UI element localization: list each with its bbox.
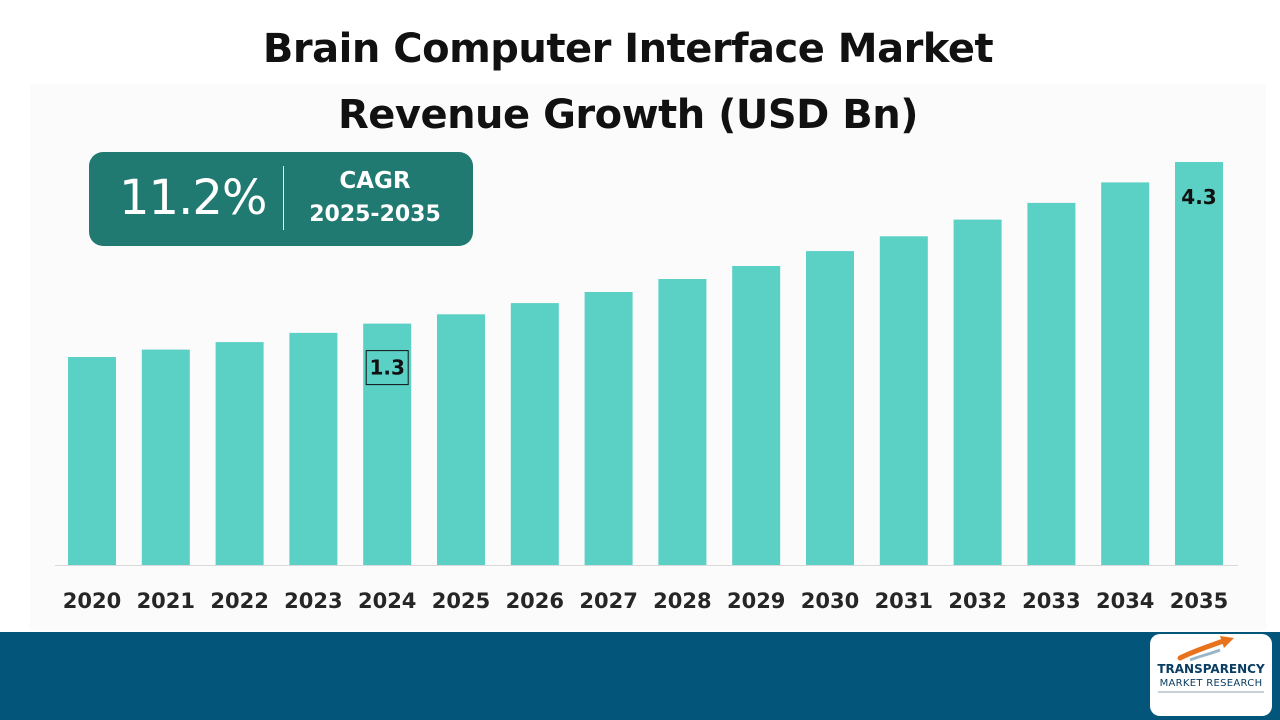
bar-2024 <box>363 323 412 565</box>
data-label-box-2024 <box>365 350 409 386</box>
brand-name-line1: TRANSPARENCY <box>1157 662 1265 676</box>
x-tick-label-2034: 2034 <box>1096 589 1154 613</box>
upward-arrow-logo-icon <box>1177 636 1234 662</box>
bar-2020 <box>68 357 116 565</box>
bar-2023 <box>289 332 338 565</box>
x-tick-label-2025: 2025 <box>432 589 490 613</box>
bar-2030 <box>806 251 854 565</box>
cagr-label: CAGR <box>339 168 411 194</box>
footer-band <box>0 632 1280 720</box>
bar-2022 <box>215 342 264 565</box>
x-tick-label-2020: 2020 <box>63 589 121 613</box>
bar-2035 <box>1175 162 1223 565</box>
x-tick-label-2024: 2024 <box>358 589 416 613</box>
x-tick-label-2027: 2027 <box>579 589 637 613</box>
bar-2028 <box>658 279 707 565</box>
bar-2033 <box>1027 202 1076 565</box>
x-tick-label-2023: 2023 <box>284 589 342 613</box>
x-tick-label-2030: 2030 <box>801 589 859 613</box>
x-tick-label-2035: 2035 <box>1170 589 1228 613</box>
brand-name-line2: MARKET RESEARCH <box>1159 678 1263 689</box>
data-label-2024: 1.3 <box>369 356 404 380</box>
bar-2027 <box>584 292 633 565</box>
x-tick-label-2033: 2033 <box>1022 589 1080 613</box>
brand-logo: TRANSPARENCY MARKET RESEARCH <box>1150 634 1272 716</box>
x-tick-label-2032: 2032 <box>948 589 1006 613</box>
chart-title-line1: Brain Computer Interface Market <box>262 26 994 72</box>
x-tick-label-2026: 2026 <box>506 589 564 613</box>
x-tick-label-2021: 2021 <box>137 589 195 613</box>
chart-title-line2: Revenue Growth (USD Bn) <box>337 92 919 138</box>
x-tick-label-2028: 2028 <box>653 589 711 613</box>
x-tick-label-2022: 2022 <box>210 589 268 613</box>
bar-2031 <box>879 236 928 566</box>
cagr-value: 11.2% <box>119 170 267 226</box>
bar-2021 <box>141 349 190 565</box>
cagr-period: 2025-2035 <box>309 202 441 227</box>
x-tick-label-2029: 2029 <box>727 589 785 613</box>
cagr-callout: 11.2% CAGR 2025-2035 <box>89 152 473 246</box>
x-tick-label-2031: 2031 <box>875 589 933 613</box>
bar-2032 <box>953 219 1002 565</box>
bar-2025 <box>437 314 485 565</box>
bar-2034 <box>1101 182 1150 565</box>
data-label-2035: 4.3 <box>1181 185 1216 209</box>
bar-2026 <box>510 303 559 565</box>
cagr-divider <box>283 166 284 230</box>
brand-tagline-rule <box>1158 691 1264 693</box>
bar-chart: 2020 2021 2022 2023 2024 2025 2026 2027 2028 2029… <box>55 162 1238 613</box>
bar-2029 <box>732 266 781 565</box>
